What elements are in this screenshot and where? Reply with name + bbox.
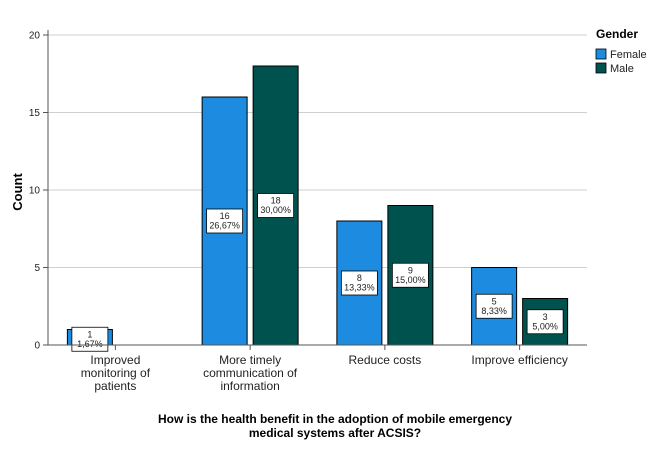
- data-label: 1: [87, 329, 92, 339]
- data-label: 15,00%: [395, 275, 426, 285]
- data-label: 26,67%: [209, 221, 240, 231]
- data-label-box: [206, 208, 244, 234]
- data-label-box: [526, 309, 564, 335]
- x-axis-title-text: How is the health benefit in the adoptio…: [158, 412, 512, 440]
- data-label: 5,00%: [532, 321, 558, 331]
- data-label: 9: [408, 265, 413, 275]
- y-tick-label: 5: [34, 263, 40, 274]
- data-label: 30,00%: [260, 205, 291, 215]
- x-tick-label: More timely communication of information: [203, 353, 298, 393]
- y-tick-label: 10: [29, 186, 41, 197]
- data-label: 18: [271, 196, 281, 206]
- y-tick-label: 0: [34, 341, 40, 352]
- y-axis-title: Count: [10, 173, 25, 211]
- y-tick-label: 15: [29, 108, 41, 119]
- data-label-box: [475, 293, 513, 319]
- data-label: 8,33%: [481, 306, 507, 316]
- legend-title: Gender: [596, 27, 638, 41]
- legend-label: Female: [610, 49, 647, 61]
- legend-swatch: [595, 62, 607, 74]
- y-tick-label: 20: [29, 31, 41, 42]
- data-label: 3: [543, 312, 548, 322]
- y-axis: 0 5 10 15 20: [29, 30, 49, 352]
- x-axis: Improved monitoring of patients More timely…: [48, 344, 587, 393]
- data-label: 8: [357, 273, 362, 283]
- legend: Gender Female Male: [595, 27, 647, 75]
- data-label-box: [71, 326, 109, 352]
- x-tick-label: Improved monitoring of patients: [81, 353, 151, 393]
- data-label: 5: [492, 296, 497, 306]
- data-label-box: [257, 193, 295, 218]
- data-label-box: [391, 262, 429, 288]
- data-label-box: [340, 270, 378, 296]
- data-label: 1,67%: [77, 339, 103, 349]
- legend-swatch: [595, 48, 607, 60]
- x-axis-title: How is the health benefit in the adoptio…: [158, 412, 512, 440]
- gridlines: [48, 34, 587, 268]
- x-tick-label: Reduce costs: [349, 353, 422, 367]
- x-tick-label: Improve efficiency: [471, 353, 568, 367]
- legend-label: Male: [610, 63, 634, 75]
- data-label: 16: [220, 211, 230, 221]
- data-label: 13,33%: [344, 283, 375, 293]
